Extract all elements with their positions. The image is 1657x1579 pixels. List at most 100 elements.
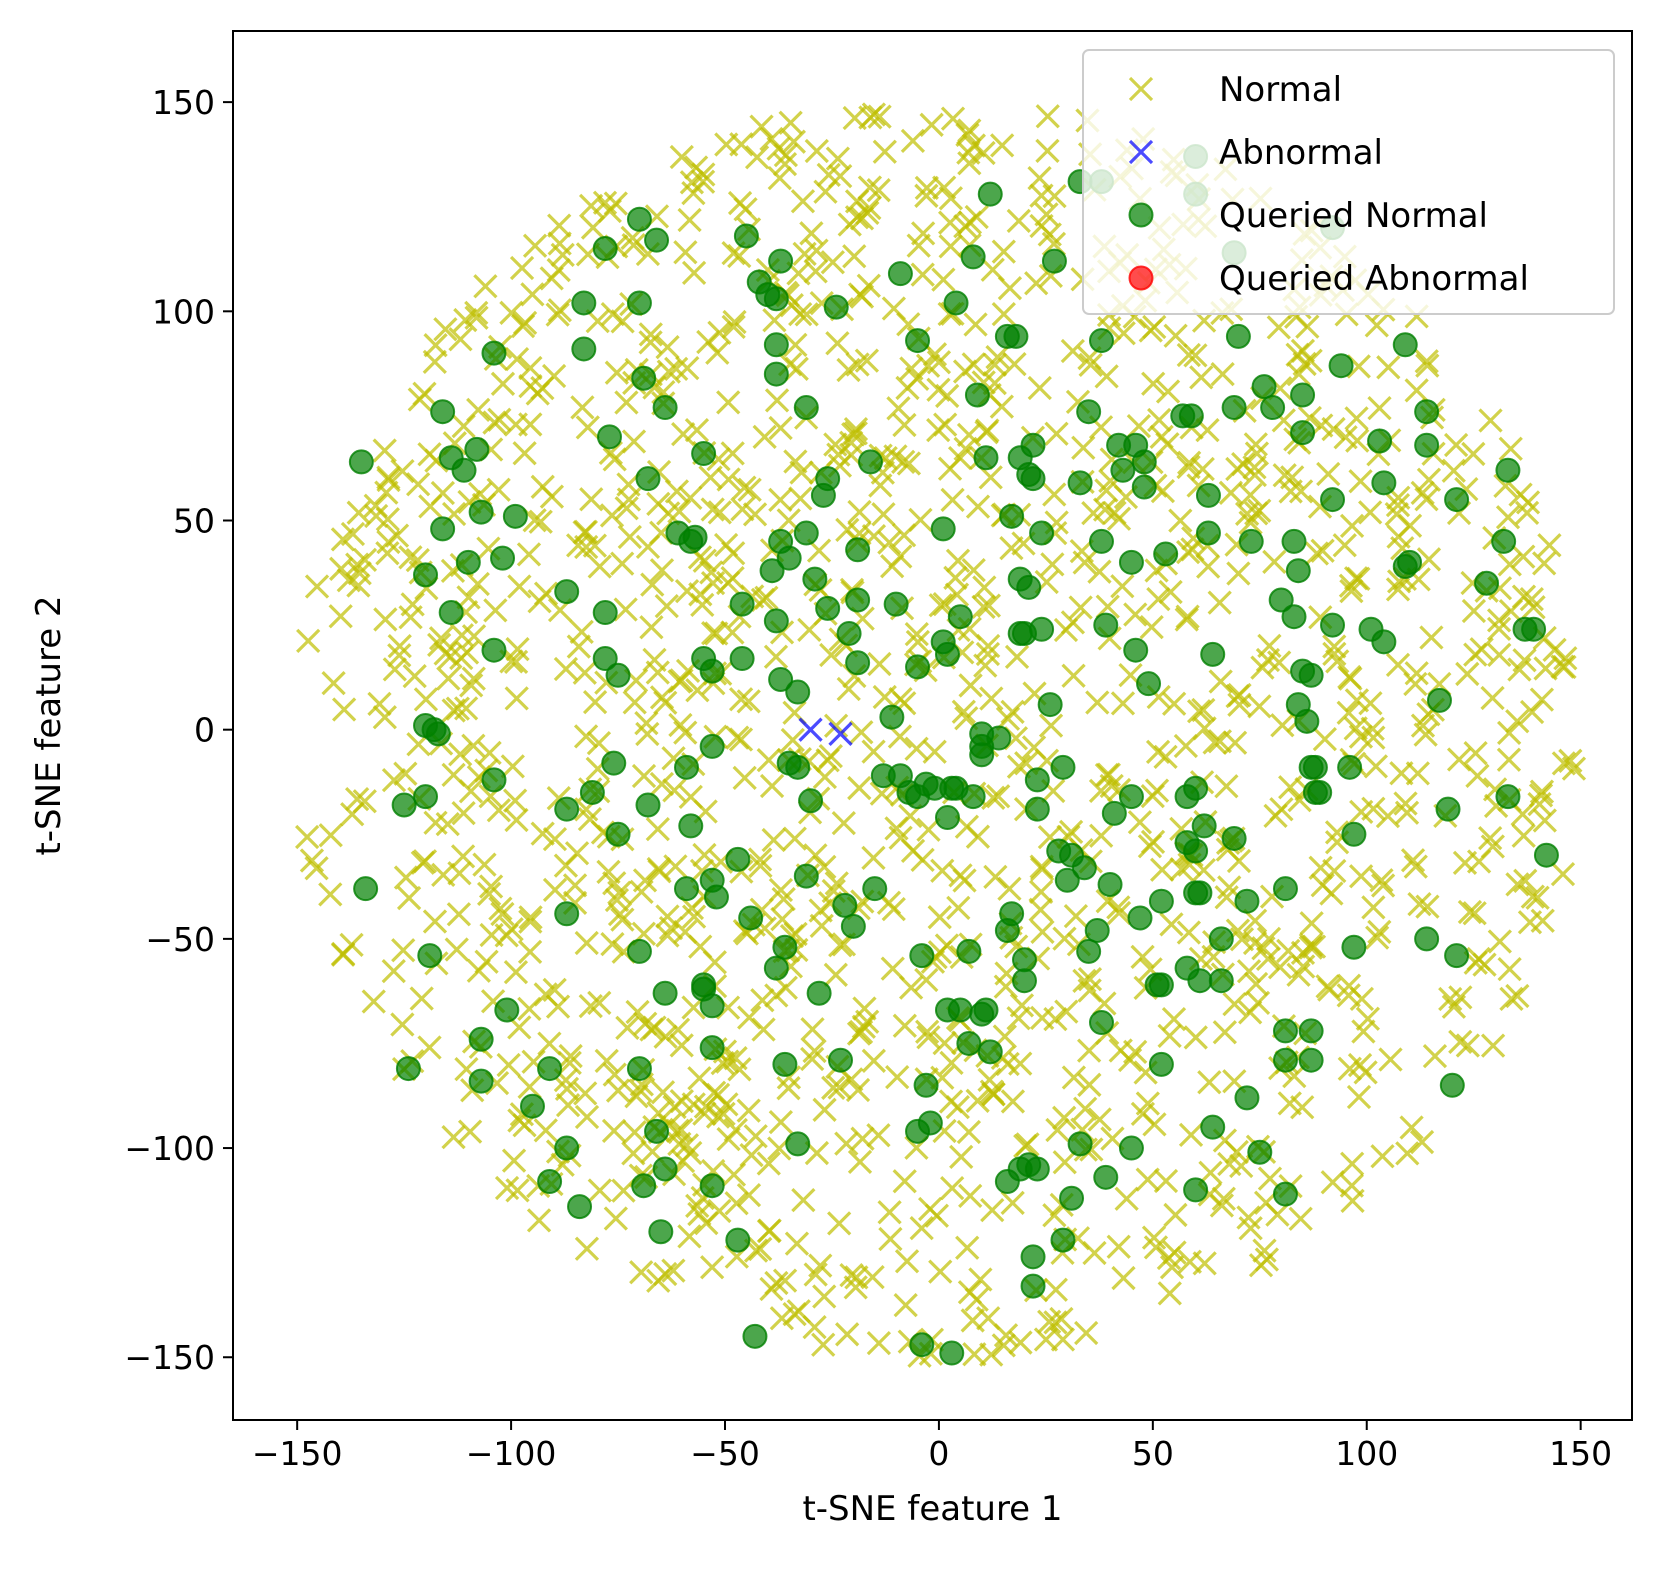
normal-point (904, 736, 929, 761)
normal-point (823, 962, 848, 987)
queried-normal-point (1426, 687, 1452, 713)
normal-point (321, 671, 346, 696)
normal-point (304, 856, 329, 881)
normal-point (542, 877, 568, 903)
normal-point (894, 1249, 920, 1274)
normal-point (553, 656, 579, 682)
queried-normal-point (986, 725, 1012, 751)
queried-normal-point (1281, 604, 1307, 630)
normal-point (715, 570, 741, 596)
normal-point (537, 1031, 562, 1056)
queried-normal-point (909, 943, 935, 969)
normal-point (675, 355, 700, 381)
queried-normal-point (1414, 432, 1440, 458)
normal-point (974, 420, 999, 445)
queried-normal-point (626, 206, 652, 232)
normal-point (1222, 991, 1247, 1017)
normal-point (958, 1183, 983, 1208)
normal-point (441, 1125, 466, 1150)
normal-point (1015, 1132, 1040, 1157)
normal-point (376, 529, 401, 555)
normal-point (1244, 501, 1269, 526)
normal-point (1000, 1190, 1025, 1216)
normal-point (474, 949, 499, 974)
normal-point (1042, 482, 1067, 507)
normal-point (834, 1131, 859, 1156)
queried-normal-point (699, 993, 725, 1019)
normal-point (1044, 421, 1069, 446)
normal-point (635, 721, 660, 747)
normal-point (1111, 1265, 1136, 1291)
queried-normal-point (913, 1072, 939, 1098)
normal-point (1176, 342, 1201, 368)
normal-point (804, 238, 829, 263)
normal-point (1235, 501, 1260, 526)
normal-point (721, 1162, 747, 1187)
normal-point (585, 309, 610, 334)
queried-normal-point (1272, 1018, 1298, 1044)
normal-point (1452, 850, 1478, 876)
normal-point (533, 581, 559, 606)
normal-point (782, 826, 807, 851)
normal-point (867, 651, 892, 677)
normal-point (1175, 604, 1200, 629)
normal-point (1465, 763, 1490, 789)
normal-point (1153, 744, 1178, 770)
normal-point (780, 727, 805, 753)
normal-point (461, 624, 487, 649)
normal-point (504, 686, 529, 711)
normal-point (1519, 587, 1544, 612)
normal-point (391, 938, 416, 963)
normal-point (1415, 353, 1440, 378)
queried-normal-point (1088, 1010, 1114, 1036)
normal-point (764, 388, 790, 413)
normal-point (781, 129, 806, 154)
queried-normal-point (763, 608, 789, 634)
queried-normal-point (1020, 466, 1046, 492)
normal-point (861, 1048, 886, 1073)
normal-point (1050, 1327, 1076, 1352)
queried-normal-point (1067, 1131, 1093, 1157)
normal-point (955, 1235, 980, 1260)
normal-point (1528, 783, 1554, 808)
normal-point (412, 849, 438, 874)
queried-normal-point (759, 558, 785, 584)
queried-normal-point (451, 457, 477, 483)
queried-normal-point (956, 1030, 982, 1056)
normal-point (1369, 868, 1394, 893)
queried-normal-point (1439, 1072, 1465, 1098)
normal-point (1419, 625, 1444, 650)
queried-normal-point (438, 600, 464, 626)
normal-point (1376, 355, 1401, 380)
normal-point (1236, 959, 1262, 984)
queried-normal-point (1195, 482, 1221, 508)
normal-point (417, 442, 442, 467)
normal-point (892, 412, 917, 438)
normal-point (965, 1088, 990, 1113)
queried-normal-point (857, 449, 883, 475)
queried-normal-point (1016, 574, 1042, 600)
normal-point (597, 198, 622, 224)
normal-point (1008, 1330, 1033, 1355)
normal-point (621, 429, 647, 454)
queried-normal-point (1101, 800, 1127, 826)
queried-normal-point (353, 876, 379, 902)
normal-point (893, 1293, 918, 1318)
queried-normal-point (626, 938, 652, 964)
normal-point (1087, 559, 1112, 584)
normal-point (847, 775, 872, 801)
queried-normal-point (934, 805, 960, 831)
normal-point (456, 585, 481, 610)
normal-point (926, 350, 952, 375)
queried-normal-point (1110, 457, 1136, 483)
normal-point (1370, 1144, 1395, 1169)
normal-point (835, 517, 860, 542)
normal-point (1404, 378, 1429, 403)
normal-point (526, 1208, 552, 1233)
normal-point (1301, 934, 1327, 959)
queried-normal-point (917, 1110, 943, 1136)
queried-normal-point (673, 754, 699, 780)
queried-normal-point (832, 892, 858, 918)
queried-normal-point (605, 821, 631, 847)
queried-normal-point (1097, 871, 1123, 897)
